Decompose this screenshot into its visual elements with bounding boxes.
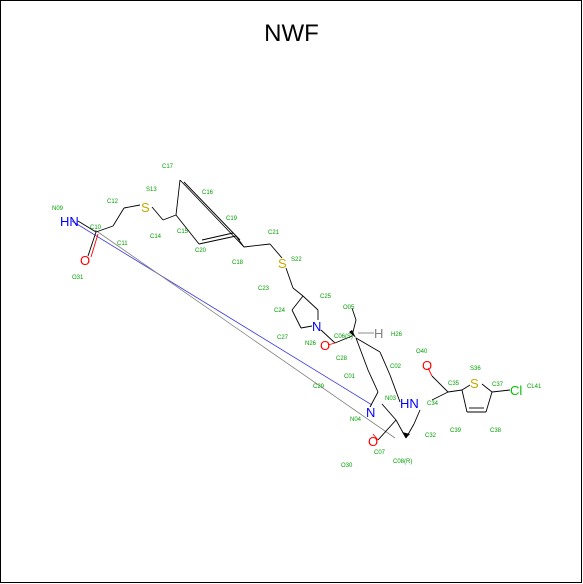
atom-s-2: S (278, 256, 287, 271)
atom-label: N26 (305, 341, 317, 347)
atom-h-1: H (374, 326, 383, 341)
atom-label: C16 (202, 190, 214, 196)
atom-label: C37 (492, 382, 504, 388)
atom-label: C18 (232, 260, 244, 266)
atom-label: C08(R) (393, 459, 412, 465)
atom-label: C17 (162, 164, 174, 170)
atom-label: C12 (107, 199, 119, 205)
page-title: NWF (264, 20, 319, 47)
atom-label: C19 (226, 216, 238, 222)
atom-label: C34 (427, 401, 439, 407)
atom-label: C11 (117, 241, 128, 247)
atom-label: O40 (416, 349, 428, 355)
atom-label: C02 (390, 364, 402, 370)
atom-label: C39 (450, 428, 462, 434)
atom-o-1: O (80, 253, 90, 268)
atom-s-3: S (470, 376, 479, 391)
atom-o-2: O (320, 338, 330, 353)
atom-n-2: N (312, 319, 321, 334)
atom-hn-1: HN (60, 214, 79, 229)
atom-label: C24 (274, 308, 286, 314)
atom-label: N04 (350, 417, 362, 423)
atom-label: C32 (425, 433, 437, 439)
atom-label: C20 (195, 248, 207, 254)
atom-label: C29 (313, 384, 325, 390)
atom-o-3: O (422, 358, 432, 373)
atom-label: C38 (490, 428, 502, 434)
atom-label: S22 (291, 257, 302, 263)
atom-label: C23 (258, 286, 270, 292)
atom-label: O30 (341, 463, 353, 469)
atom-label: C10 (90, 225, 102, 231)
atom-label: N09 (52, 206, 64, 212)
atom-label: C14 (150, 234, 162, 240)
atom-hn-2: HN (400, 396, 419, 411)
contact-line-blue (71, 220, 373, 406)
atom-label: C21 (268, 230, 280, 236)
atom-label: S36 (470, 366, 481, 372)
atom-label: O31 (72, 275, 84, 281)
atom-label: C35 (448, 381, 460, 387)
atom-label: O05 (343, 305, 355, 311)
atom-label: C27 (277, 335, 289, 341)
atom-label: C01 (344, 374, 356, 380)
atom-label: S13 (146, 187, 157, 193)
bonds-left-chain (77, 179, 304, 297)
atom-label: H26 (391, 332, 403, 338)
atom-s-1: S (141, 200, 150, 215)
atom-n-3: N (366, 405, 375, 420)
atom-o-4: O (368, 434, 378, 449)
contact-line-gray (94, 229, 396, 439)
atom-label: C06(S) (334, 334, 353, 340)
atom-label: N03 (385, 396, 397, 402)
atom-label: C07 (374, 450, 386, 456)
bonds-core (291, 295, 463, 441)
atom-cl: Cl (510, 383, 522, 398)
atom-label: C15 (177, 229, 189, 235)
wedge-bond-2 (402, 432, 410, 438)
bonds-thiophene (461, 383, 511, 413)
atom-label: C28 (336, 356, 348, 362)
atom-label: CL41 (527, 384, 542, 390)
wedge-bond (349, 330, 356, 338)
atom-label: C25 (320, 294, 332, 300)
